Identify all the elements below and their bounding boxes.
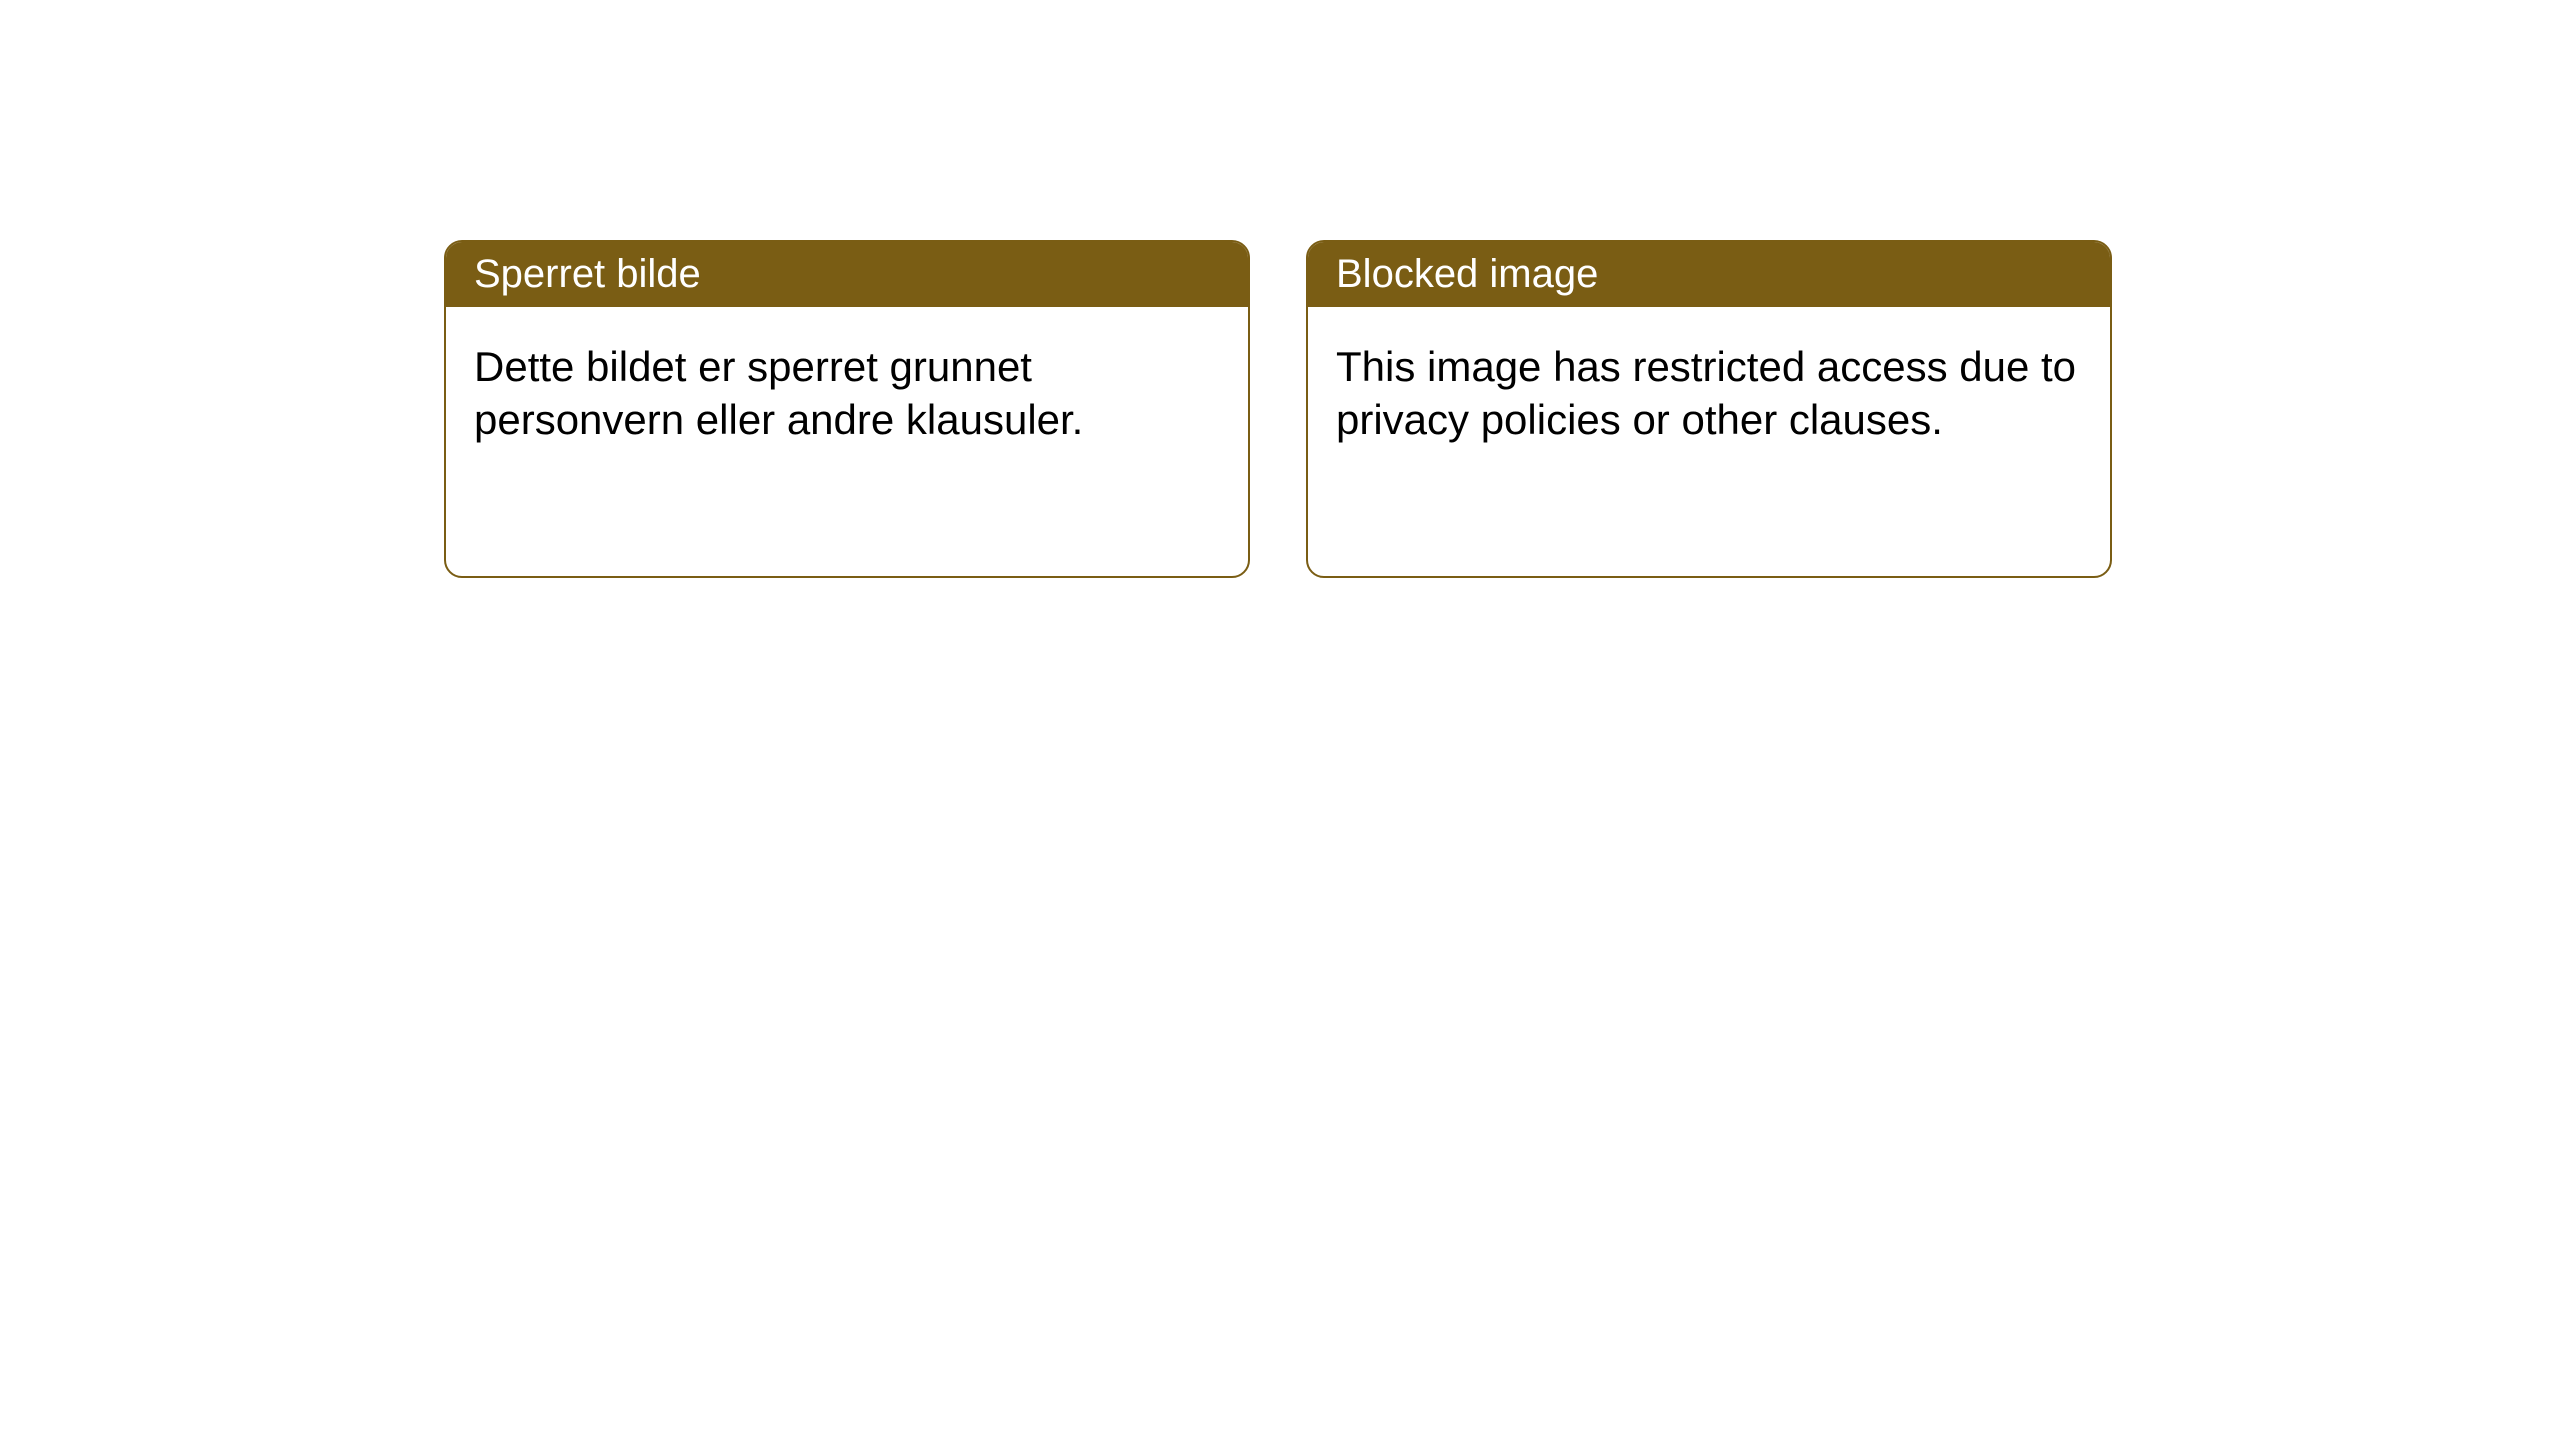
- notice-body-text: Dette bildet er sperret grunnet personve…: [474, 343, 1083, 443]
- notice-header: Sperret bilde: [446, 242, 1248, 307]
- notice-body: This image has restricted access due to …: [1308, 307, 2110, 480]
- notice-box-english: Blocked image This image has restricted …: [1306, 240, 2112, 578]
- notice-body-text: This image has restricted access due to …: [1336, 343, 2076, 443]
- notice-title: Sperret bilde: [474, 252, 701, 296]
- notice-header: Blocked image: [1308, 242, 2110, 307]
- notice-title: Blocked image: [1336, 252, 1598, 296]
- notice-box-norwegian: Sperret bilde Dette bildet er sperret gr…: [444, 240, 1250, 578]
- notice-container: Sperret bilde Dette bildet er sperret gr…: [0, 0, 2560, 578]
- notice-body: Dette bildet er sperret grunnet personve…: [446, 307, 1248, 480]
